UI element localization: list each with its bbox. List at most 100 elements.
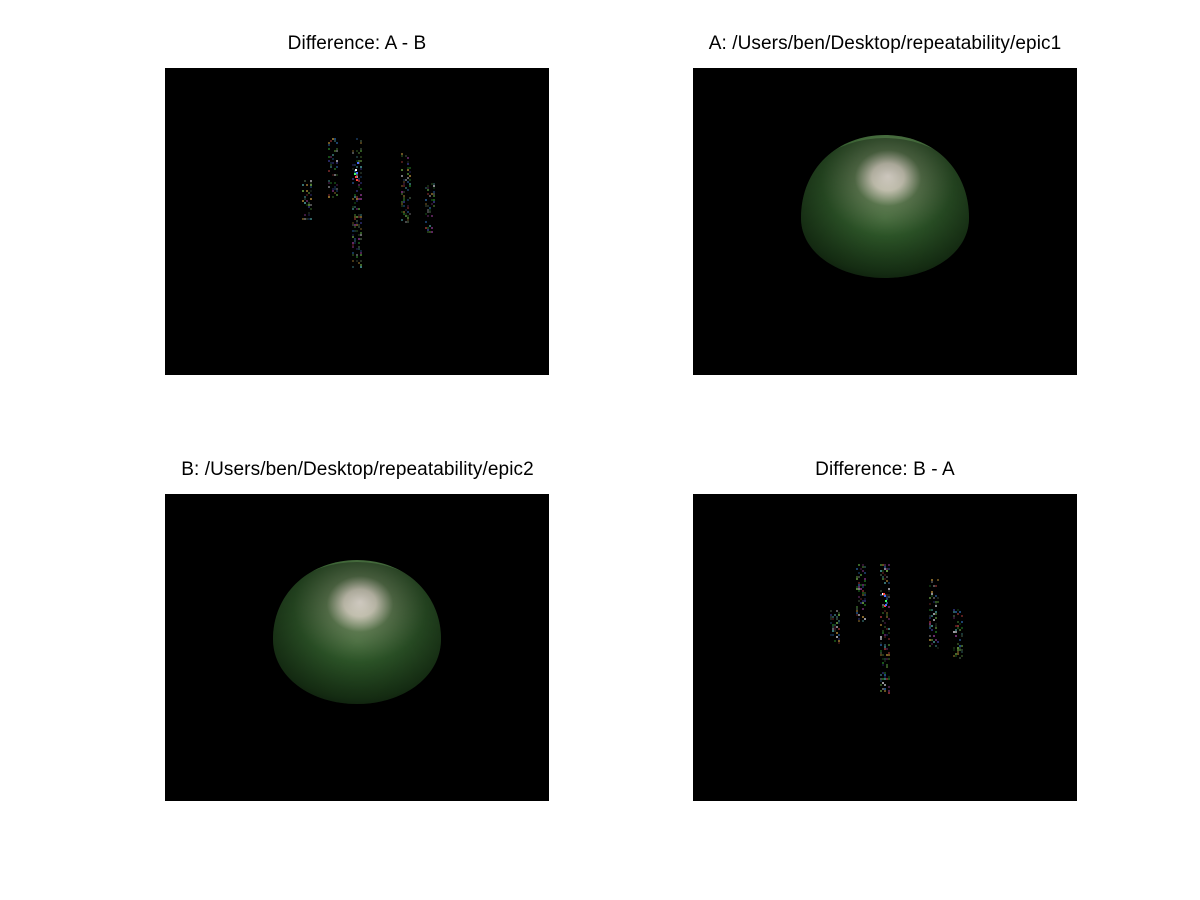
noise-speck — [356, 198, 358, 200]
noise-speck — [838, 642, 840, 644]
noise-speck — [407, 205, 409, 207]
noise-speck — [929, 625, 931, 627]
noise-speck — [358, 160, 360, 162]
noise-speck — [409, 213, 411, 215]
noise-speck — [352, 206, 354, 208]
noise-speck — [882, 658, 884, 660]
noise-speck — [306, 194, 308, 196]
noise-speck — [886, 678, 888, 680]
noise-speck — [308, 218, 310, 220]
noise-speck — [360, 150, 362, 152]
noise-speck — [888, 594, 890, 596]
noise-speck — [308, 214, 310, 216]
noise-speck — [356, 230, 358, 232]
noise-speck — [860, 598, 862, 600]
noise-speck — [407, 177, 409, 179]
noise-speck — [834, 626, 836, 628]
noise-speck — [929, 609, 931, 611]
noise-speck — [360, 188, 362, 190]
noise-speck — [354, 240, 356, 242]
noise-speck — [929, 639, 931, 641]
noise-speck — [884, 566, 886, 568]
noise-speck — [354, 226, 356, 228]
noise-speck — [888, 678, 890, 680]
noise-speck — [352, 168, 354, 170]
noise-speck — [352, 198, 354, 200]
noise-speck — [360, 214, 362, 216]
noise-speck — [334, 174, 336, 176]
noise-speck — [832, 634, 834, 636]
noise-speck — [880, 680, 882, 682]
noise-speck — [356, 216, 358, 218]
noise-speck — [961, 649, 963, 651]
noise-speck — [310, 204, 312, 206]
noise-speck — [409, 179, 411, 181]
noise-speck — [310, 208, 312, 210]
noise-speck — [356, 208, 358, 210]
noise-speck — [360, 176, 362, 178]
noise-speck — [405, 209, 407, 211]
noise-speck — [862, 602, 864, 604]
noise-speck — [884, 582, 886, 584]
noise-speck — [888, 654, 890, 656]
noise-speck — [308, 192, 310, 194]
noise-speck — [929, 635, 931, 637]
noise-speck — [360, 168, 362, 170]
noise-speck — [356, 254, 358, 256]
noise-speck — [403, 199, 405, 201]
noise-speck — [360, 228, 362, 230]
noise-speck — [407, 181, 409, 183]
noise-speck — [427, 231, 429, 233]
noise-speck — [334, 186, 336, 188]
noise-speck — [401, 185, 403, 187]
noise-speck — [862, 594, 864, 596]
noise-speck — [886, 576, 888, 578]
noise-speck — [858, 584, 860, 586]
noise-speck — [884, 564, 886, 566]
noise-speck — [360, 234, 362, 236]
noise-speck — [834, 630, 836, 632]
noise-speck — [832, 624, 834, 626]
noise-speck — [306, 204, 308, 206]
noise-speck — [356, 222, 358, 224]
noise-speck — [308, 204, 310, 206]
noise-speck — [403, 197, 405, 199]
noise-speck — [429, 195, 431, 197]
noise-speck — [884, 636, 886, 638]
noise-speck — [882, 576, 884, 578]
noise-speck — [352, 234, 354, 236]
noise-speck — [880, 594, 882, 596]
noise-speck — [352, 244, 354, 246]
noise-speck — [830, 622, 832, 624]
noise-speck — [929, 603, 931, 605]
noise-speck — [336, 184, 338, 186]
noise-speck — [955, 655, 957, 657]
noise-speck — [360, 232, 362, 234]
noise-speck — [360, 166, 362, 168]
noise-speck — [858, 576, 860, 578]
noise-speck — [356, 220, 358, 222]
noise-speck — [358, 248, 360, 250]
noise-speck — [306, 200, 308, 202]
noise-speck — [352, 178, 354, 180]
noise-speck — [405, 213, 407, 215]
noise-speck — [433, 183, 435, 185]
noise-speck — [862, 616, 864, 618]
noise-speck — [933, 597, 935, 599]
noise-speck — [425, 221, 427, 223]
noise-speck — [332, 174, 334, 176]
noise-speck — [431, 227, 433, 229]
noise-speck — [332, 154, 334, 156]
noise-speck — [431, 203, 433, 205]
noise-speck — [862, 566, 864, 568]
noise-speck — [858, 620, 860, 622]
noise-speck — [360, 148, 362, 150]
noise-speck — [864, 618, 866, 620]
noise-speck — [935, 585, 937, 587]
noise-speck — [838, 614, 840, 616]
noise-speck — [334, 138, 336, 140]
noise-speck — [356, 150, 358, 152]
noise-speck — [334, 192, 336, 194]
noise-speck — [884, 674, 886, 676]
noise-speck — [352, 224, 354, 226]
